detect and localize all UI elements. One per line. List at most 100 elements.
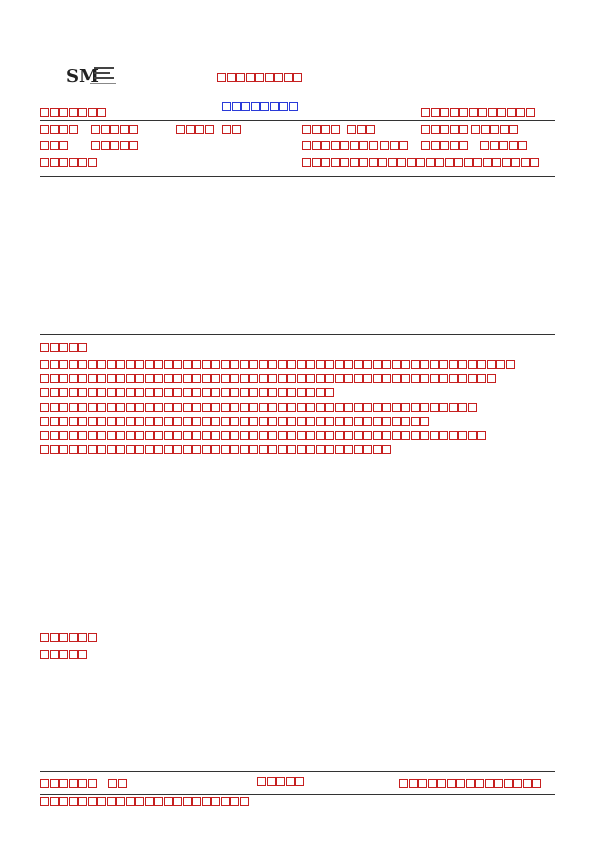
- glyph-box: [522, 779, 532, 788]
- glyph-box: [91, 125, 100, 134]
- glyph-box: [530, 158, 539, 167]
- glyph-box: [245, 73, 255, 82]
- glyph-box: [387, 158, 397, 167]
- glyph-box: [380, 141, 389, 150]
- glyph-box: [353, 417, 363, 426]
- glyph-box: [315, 417, 325, 426]
- glyph-box: [258, 417, 268, 426]
- glyph-box: [532, 779, 541, 788]
- glyph-box: [59, 633, 68, 642]
- glyph-box: [211, 431, 220, 440]
- glyph-box: [144, 797, 154, 806]
- glyph-box: [391, 417, 401, 426]
- glyph-box: [239, 431, 249, 440]
- glyph-box: [315, 403, 325, 412]
- glyph-box: [78, 374, 87, 383]
- info-field-8: [40, 158, 97, 168]
- glyph-box: [116, 360, 125, 369]
- glyph-box: [40, 417, 49, 426]
- glyph-box: [201, 388, 211, 397]
- glyph-box: [471, 125, 480, 134]
- footer-top-divider: [40, 771, 555, 772]
- glyph-box: [201, 374, 211, 383]
- glyph-box: [211, 360, 220, 369]
- glyph-box: [182, 374, 192, 383]
- glyph-box: [192, 797, 201, 806]
- section-divider: [40, 334, 555, 335]
- glyph-box: [302, 158, 311, 167]
- glyph-box: [382, 374, 391, 383]
- glyph-box: [97, 374, 106, 383]
- glyph-box: [40, 445, 49, 454]
- glyph-box: [430, 108, 440, 117]
- glyph-box: [144, 388, 154, 397]
- glyph-box: [192, 403, 201, 412]
- glyph-box: [154, 360, 163, 369]
- glyph-box: [116, 388, 125, 397]
- glyph-box: [321, 125, 330, 134]
- glyph-box: [231, 125, 241, 134]
- glyph-box: [421, 125, 430, 134]
- glyph-box: [239, 797, 249, 806]
- glyph-box: [401, 431, 410, 440]
- glyph-box: [363, 445, 372, 454]
- glyph-box: [372, 431, 382, 440]
- glyph-box: [287, 374, 296, 383]
- glyph-box: [478, 108, 487, 117]
- footer-right: [399, 779, 542, 789]
- glyph-box: [475, 779, 484, 788]
- glyph-box: [363, 403, 372, 412]
- glyph-box: [59, 158, 68, 167]
- glyph-box: [277, 417, 287, 426]
- glyph-box: [440, 125, 449, 134]
- glyph-box: [116, 403, 125, 412]
- glyph-box: [154, 431, 163, 440]
- glyph-box: [525, 108, 535, 117]
- glyph-box: [78, 108, 87, 117]
- info-value-4: [471, 125, 519, 135]
- glyph-box: [458, 374, 467, 383]
- glyph-box: [249, 431, 258, 440]
- lower-label-1: [40, 633, 97, 643]
- glyph-box: [480, 125, 490, 134]
- glyph-box: [87, 431, 97, 440]
- glyph-box: [135, 388, 144, 397]
- glyph-box: [87, 360, 97, 369]
- glyph-box: [420, 360, 429, 369]
- info-field-6: [302, 141, 378, 151]
- info-value-3: [347, 125, 376, 135]
- glyph-box: [268, 403, 277, 412]
- glyph-box: [78, 431, 87, 440]
- glyph-box: [325, 431, 334, 440]
- document-title: [217, 73, 303, 83]
- glyph-box: [68, 650, 78, 659]
- glyph-box: [68, 431, 78, 440]
- glyph-box: [477, 360, 486, 369]
- glyph-box: [467, 360, 477, 369]
- glyph-box: [192, 431, 201, 440]
- glyph-box: [408, 779, 418, 788]
- glyph-box: [268, 431, 277, 440]
- glyph-box: [182, 360, 192, 369]
- glyph-box: [87, 108, 97, 117]
- glyph-box: [87, 374, 97, 383]
- glyph-box: [325, 388, 334, 397]
- glyph-box: [258, 431, 268, 440]
- glyph-box: [182, 403, 192, 412]
- glyph-box: [211, 388, 220, 397]
- glyph-box: [40, 650, 49, 659]
- glyph-box: [220, 797, 230, 806]
- glyph-box: [315, 360, 325, 369]
- glyph-box: [59, 779, 68, 788]
- glyph-box: [484, 779, 494, 788]
- glyph-box: [444, 158, 454, 167]
- glyph-box: [125, 403, 135, 412]
- glyph-box: [78, 417, 87, 426]
- glyph-box: [59, 388, 68, 397]
- glyph-box: [40, 141, 49, 150]
- glyph-box: [287, 445, 296, 454]
- glyph-box: [49, 797, 59, 806]
- glyph-box: [268, 374, 277, 383]
- glyph-box: [391, 431, 401, 440]
- body-line-3: [40, 388, 335, 398]
